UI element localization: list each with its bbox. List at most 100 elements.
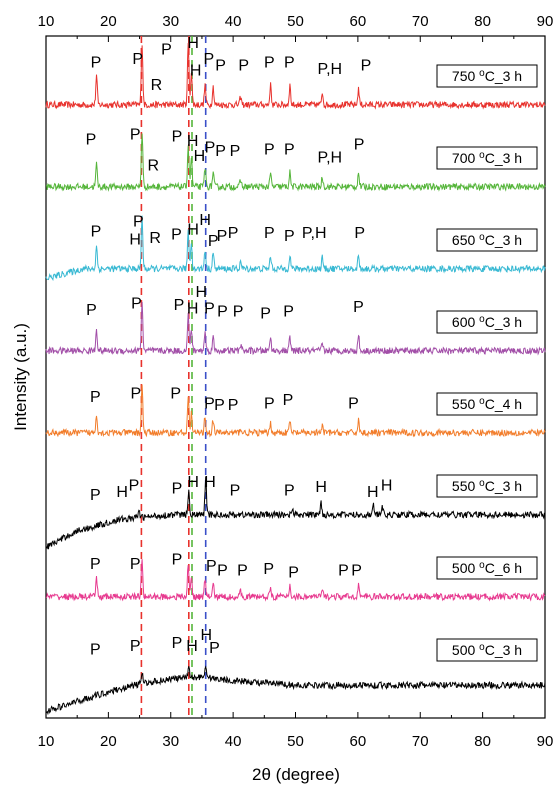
- condition-box: [436, 556, 538, 580]
- peak-label: P: [86, 302, 97, 319]
- peak-label: P: [230, 143, 241, 160]
- peak-label: P: [130, 385, 141, 402]
- peak-label: P: [354, 137, 365, 154]
- x-tick-label-top: 40: [225, 13, 242, 30]
- series-trace-4: [45, 384, 546, 438]
- series-trace-7: [45, 665, 546, 716]
- condition-label: 550 oC_3 h: [452, 478, 522, 494]
- x-tick-label-top: 10: [38, 13, 55, 30]
- peak-label: P: [284, 55, 295, 72]
- peak-label: P: [263, 561, 274, 578]
- peak-label: P: [130, 556, 141, 573]
- peak-label: P: [284, 141, 295, 158]
- peak-label: H: [381, 478, 393, 495]
- peak-label: H: [196, 284, 208, 301]
- peak-label: H: [187, 133, 199, 150]
- peak-label: P: [264, 141, 275, 158]
- series-traces: [45, 42, 546, 716]
- series-trace-3: [45, 301, 546, 356]
- condition-label: 700 oC_3 h: [452, 150, 522, 166]
- condition-box: [436, 474, 538, 498]
- x-tick-label-bottom: 40: [225, 733, 242, 750]
- condition-label: 500 oC_6 h: [452, 560, 522, 576]
- peak-label: P: [206, 558, 217, 575]
- condition-box: [436, 392, 538, 416]
- peak-label: P: [217, 562, 228, 579]
- peak-label: P: [205, 139, 216, 156]
- x-tick-label-bottom: 10: [38, 733, 55, 750]
- peak-label: P: [90, 389, 101, 406]
- series-trace-0: [45, 42, 546, 110]
- peak-label: P: [161, 42, 172, 59]
- series-trace-2: [45, 215, 546, 282]
- peak-label: H: [129, 232, 141, 249]
- peak-label: R: [151, 77, 163, 94]
- peak-label: P: [90, 642, 101, 659]
- peak-label: P: [228, 225, 239, 242]
- peak-label: P: [354, 225, 365, 242]
- peak-label: P: [215, 57, 226, 74]
- x-tick-label-bottom: 20: [100, 733, 117, 750]
- plot-frame: [45, 35, 546, 719]
- peak-label: P: [204, 396, 215, 413]
- peak-label: P: [130, 638, 141, 655]
- peak-label: P: [353, 299, 364, 316]
- peak-label: P: [172, 635, 183, 652]
- peak-label: P: [228, 397, 239, 414]
- x-tick-label-bottom: 70: [412, 733, 429, 750]
- peak-label: H: [367, 484, 379, 501]
- condition-box: [436, 64, 538, 88]
- x-tick-label-top: 60: [350, 13, 367, 30]
- peak-label: P: [215, 143, 226, 160]
- peak-label: P: [230, 482, 241, 499]
- peak-label: H: [187, 35, 199, 52]
- x-tick-label-bottom: 50: [287, 733, 304, 750]
- x-tick-label-top: 50: [287, 13, 304, 30]
- peak-label: P: [129, 478, 140, 495]
- peak-label: H: [116, 484, 128, 501]
- condition-box: [436, 146, 538, 170]
- peak-label: P: [361, 57, 372, 74]
- x-tick-label-top: 90: [537, 13, 554, 30]
- peak-label: P: [351, 562, 362, 579]
- peak-label: P: [238, 57, 249, 74]
- series-trace-5: [45, 476, 546, 550]
- peak-label: P: [130, 126, 141, 143]
- condition-label: 550 oC_4 h: [452, 396, 522, 412]
- peak-label: P: [284, 228, 295, 245]
- x-tick-label-top: 20: [100, 13, 117, 30]
- peak-label: P: [284, 482, 295, 499]
- peak-label: P: [338, 562, 349, 579]
- peak-label: P: [90, 487, 101, 504]
- condition-box: [436, 310, 538, 334]
- peak-label: H: [190, 63, 202, 80]
- peak-label: R: [148, 158, 160, 175]
- peak-label: P: [131, 296, 142, 313]
- condition-box: [436, 228, 538, 252]
- x-axis-title: 2θ (degree): [252, 765, 340, 784]
- peak-label: P: [172, 480, 183, 497]
- peak-label: H: [187, 301, 199, 318]
- peak-label: P: [203, 51, 214, 68]
- condition-label: 650 oC_3 h: [452, 232, 522, 248]
- condition-label: 750 oC_3 h: [452, 68, 522, 84]
- peak-label: P: [283, 392, 294, 409]
- x-tick-label-top: 80: [474, 13, 491, 30]
- peak-label: H: [187, 474, 199, 491]
- peak-label: P: [217, 303, 228, 320]
- peak-label: P: [91, 55, 102, 72]
- peak-label: P: [133, 214, 144, 231]
- peak-label: H: [201, 627, 213, 644]
- peak-label: H: [204, 474, 216, 491]
- peak-label: P: [172, 128, 183, 145]
- peak-label: P: [264, 225, 275, 242]
- peak-label: P: [214, 397, 225, 414]
- series-trace-1: [45, 133, 546, 192]
- peak-label: H: [186, 638, 198, 655]
- peak-label: H: [187, 221, 199, 238]
- y-axis-title: Intensity (a.u.): [11, 323, 30, 431]
- peak-label: P: [204, 301, 215, 318]
- peak-label: H: [315, 479, 327, 496]
- peak-label: P: [174, 297, 185, 314]
